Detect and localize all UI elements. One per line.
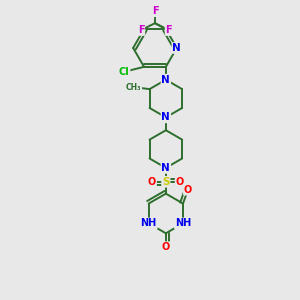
Text: N: N — [161, 112, 170, 122]
Text: Cl: Cl — [119, 67, 130, 77]
Text: F: F — [138, 25, 144, 35]
Text: N: N — [172, 43, 181, 53]
Text: O: O — [184, 185, 192, 195]
Text: F: F — [152, 6, 158, 16]
Text: O: O — [162, 242, 170, 252]
Text: O: O — [148, 177, 156, 187]
Text: NH: NH — [141, 218, 157, 228]
Text: S: S — [162, 177, 169, 187]
Text: N: N — [161, 75, 170, 85]
Text: NH: NH — [175, 218, 191, 228]
Text: O: O — [176, 177, 184, 187]
Text: F: F — [166, 25, 172, 35]
Text: N: N — [161, 163, 170, 173]
Text: CH₃: CH₃ — [126, 82, 141, 91]
